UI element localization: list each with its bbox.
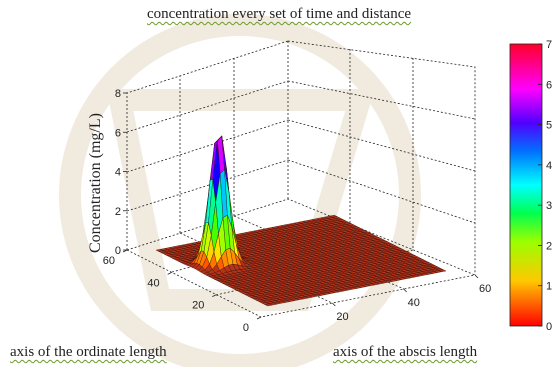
- x-tick-mark: [474, 274, 479, 279]
- z-axis-ticks: 0 2 4 6 8: [115, 88, 127, 257]
- x-axis-ticks: 20 40 60: [332, 274, 491, 323]
- colorbar-ticks: 0 1 2 3 4 5 6 7: [538, 39, 552, 333]
- surface-mesh: [155, 135, 447, 307]
- y-tick-mark: [212, 294, 217, 298]
- y-tick-mark: [256, 316, 262, 320]
- y-tick-label: 0: [243, 322, 249, 334]
- colorbar-tick-label: 2: [546, 240, 552, 252]
- left-wall-grid: [126, 58, 289, 233]
- colorbar: 0 1 2 3 4 5 6 7: [509, 39, 552, 333]
- colorbar-tick-label: 5: [546, 120, 552, 132]
- y-axis-ticks: 0 20 40 60: [103, 249, 262, 334]
- z-tick-label: 6: [115, 127, 121, 139]
- z-tick-label: 4: [115, 167, 121, 179]
- z-axis-label: Concentration (mg/L): [87, 113, 104, 253]
- x-tick-mark: [332, 302, 336, 307]
- colorbar-tick-label: 6: [546, 79, 552, 91]
- chart-title: concentration every set of time and dist…: [146, 6, 412, 22]
- right-wall-grid: [287, 49, 476, 250]
- z-tick-label: 0: [115, 245, 121, 257]
- colorbar-tick-label: 4: [546, 160, 552, 172]
- x-tick-label: 60: [479, 283, 491, 295]
- x-tick-label: 20: [336, 311, 348, 323]
- y-tick-label: 40: [147, 277, 159, 289]
- colorbar-tick-label: 0: [546, 321, 552, 333]
- y-tick-mark: [167, 271, 172, 275]
- colorbar-tick-label: 3: [546, 200, 552, 212]
- colorbar-gradient: [509, 43, 543, 327]
- surface-patch: [438, 269, 447, 272]
- y-tick-label: 20: [192, 300, 204, 312]
- ordinate-axis-label: axis of the ordinate length: [10, 344, 167, 360]
- z-tick-label: 8: [115, 88, 121, 100]
- abscissa-axis-label: axis of the abscis length: [333, 344, 478, 360]
- y-tick-label: 60: [103, 255, 115, 267]
- z-tick-label: 2: [115, 206, 121, 218]
- back-right-wall: [287, 40, 476, 275]
- x-tick-mark: [403, 288, 407, 293]
- colorbar-tick-label: 1: [546, 281, 552, 293]
- x-tick-label: 40: [408, 297, 420, 309]
- colorbar-tick-label: 7: [546, 39, 552, 51]
